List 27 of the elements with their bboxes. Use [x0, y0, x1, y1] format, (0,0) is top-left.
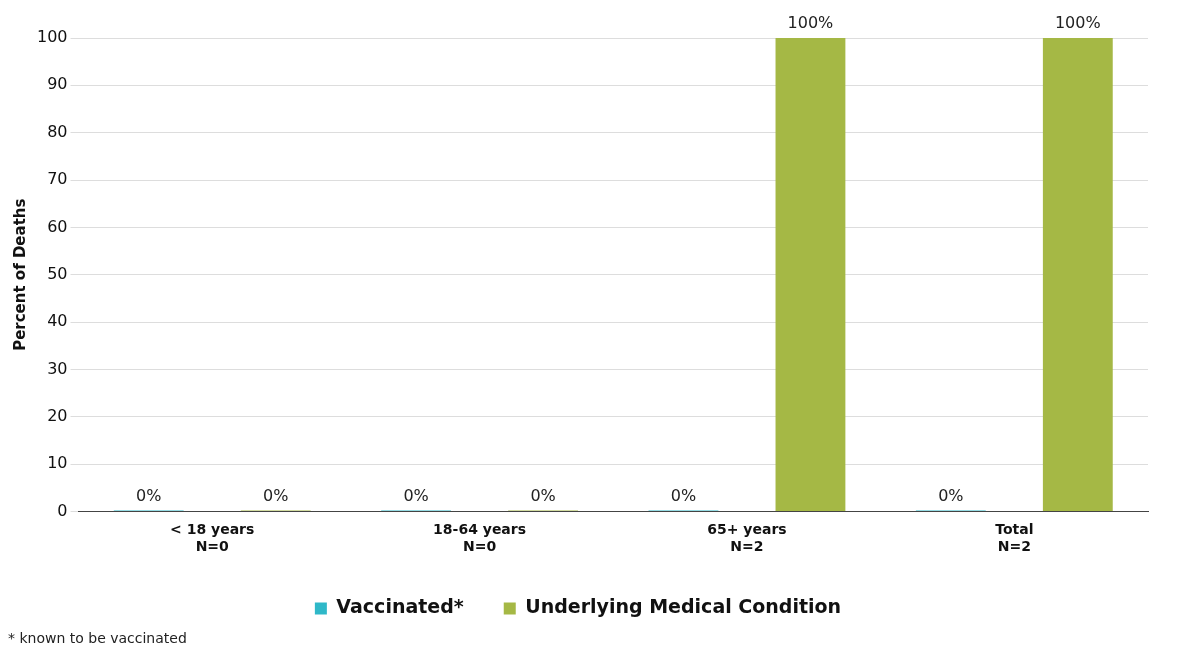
- y-tick-label: 70: [47, 169, 68, 189]
- y-tick-label: 60: [47, 216, 68, 236]
- text: * known to be vaccinated: [8, 630, 188, 646]
- data-label: 0%: [530, 485, 556, 505]
- y-tick-label: 0: [57, 500, 68, 520]
- y-tick-label: 90: [47, 74, 68, 94]
- legend-label: Vaccinated*: [336, 595, 464, 618]
- x-tick-label: 18-64 years N=0: [433, 521, 527, 555]
- data-label: 0%: [136, 485, 162, 505]
- y-axis-title: Percent of Deaths: [10, 198, 29, 351]
- data-label: 0%: [263, 485, 289, 505]
- data-label: 100%: [1054, 13, 1101, 33]
- data-label: 100%: [787, 13, 834, 33]
- y-tick-label: 80: [47, 121, 68, 141]
- data-label: 0%: [403, 485, 429, 505]
- data-label: 0%: [670, 485, 697, 505]
- x-tick-label: 65+ years N=2: [707, 521, 787, 555]
- y-tick-label: 10: [47, 453, 68, 473]
- y-tick-label: 30: [47, 358, 68, 378]
- legend-label: Underlying Medical Condition: [525, 595, 842, 618]
- y-tick-label: 50: [47, 263, 68, 283]
- y-tick-label: 40: [47, 311, 68, 331]
- x-tick-label: Total N=2: [995, 521, 1034, 555]
- data-label: 0%: [938, 485, 964, 505]
- x-tick-label: < 18 years N=0: [170, 521, 255, 555]
- y-tick-label: 20: [47, 405, 68, 425]
- y-tick-label: 100: [36, 27, 68, 47]
